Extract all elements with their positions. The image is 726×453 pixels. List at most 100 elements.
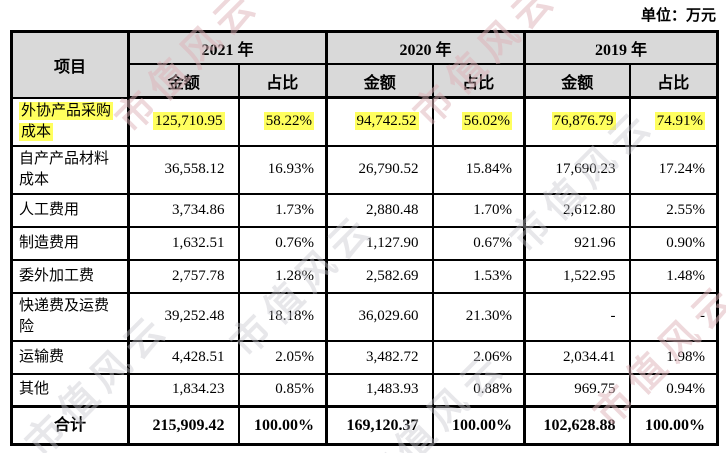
table-row: 其他 1,834.23 0.85% 1,483.93 0.88% 969.75 0.94%	[10, 372, 719, 408]
cell-value: 2.05%	[275, 348, 315, 365]
cell-value: 15.84%	[465, 161, 513, 177]
table-row: 运输费 4,428.51 2.05% 3,482.72 2.06% 2,034.41 1.9…	[10, 339, 719, 375]
cell-value: 1.73%	[275, 201, 315, 218]
amount-cell: 2,880.48	[325, 192, 434, 228]
cell-value: 1.98%	[666, 348, 706, 365]
row-label: 人工费用	[10, 192, 130, 228]
cell-value: 100.00%	[645, 416, 706, 434]
row-label: 运输费	[10, 339, 130, 375]
cell-value: 215,909.42	[152, 416, 225, 434]
ratio-cell: 1.28%	[237, 258, 328, 294]
cell-value: 人工费用	[19, 201, 80, 218]
ratio-cell: 2.55%	[628, 192, 719, 228]
amount-cell: 1,632.51	[127, 225, 240, 261]
row-label: 外协产品采购成本	[10, 96, 130, 147]
ratio-cell: 18.18%	[237, 291, 328, 342]
cell-value: 2,612.80	[563, 201, 616, 218]
table-row: 委外加工费 2,757.78 1.28% 2,582.69 1.53% 1,522.95 1…	[10, 258, 719, 294]
cell-value: 2,880.48	[366, 201, 419, 218]
cell-value: 1,632.51	[172, 234, 225, 251]
table-row: 人工费用 3,734.86 1.73% 2,880.48 1.70% 2,612.80 2.…	[10, 192, 719, 228]
ratio-cell: 1.48%	[628, 258, 719, 294]
cell-value: 2,757.78	[172, 267, 225, 284]
total-ratio-cell: 100.00%	[237, 405, 328, 446]
cell-value: 快递费及运费险	[19, 297, 110, 335]
cell-value: 1,127.90	[366, 234, 419, 251]
column-header-ratio-2020: 占比	[431, 63, 526, 99]
amount-cell: 36,558.12	[127, 144, 240, 195]
table-row: 制造费用 1,632.51 0.76% 1,127.90 0.67% 921.96 0.90…	[10, 225, 719, 261]
cell-value: 58.22%	[263, 112, 315, 131]
ratio-cell: 0.90%	[628, 225, 719, 261]
total-row: 合计 215,909.42 100.00% 169,120.37 100.00% 102,…	[10, 405, 719, 446]
cell-value: 合计	[53, 417, 86, 434]
row-label: 其他	[10, 372, 130, 408]
amount-cell: 3,734.86	[127, 192, 240, 228]
table-row: 外协产品采购成本 125,710.95 58.22% 94,742.52 56.02% 7…	[10, 96, 719, 147]
amount-cell: 921.96	[523, 225, 631, 261]
amount-cell: 1,834.23	[127, 372, 240, 408]
amount-cell: 2,757.78	[127, 258, 240, 294]
ratio-cell: 2.06%	[431, 339, 526, 375]
cell-value: 17.24%	[658, 161, 706, 177]
cell-value: 1,834.23	[172, 381, 225, 398]
cell-value: 外协产品采购成本	[19, 101, 114, 141]
cell-value: 1.28%	[275, 267, 315, 284]
total-ratio-cell: 100.00%	[431, 405, 526, 446]
cell-value: 2,582.69	[366, 267, 419, 284]
ratio-cell: -	[628, 291, 719, 342]
cell-value: 4,428.51	[172, 348, 225, 365]
ratio-cell: 74.91%	[628, 96, 719, 147]
cell-value: 16.93%	[267, 161, 315, 177]
amount-cell: 26,790.52	[325, 144, 434, 195]
cell-value: 21.30%	[465, 308, 513, 324]
amount-cell: 2,034.41	[523, 339, 631, 375]
column-header-year-2020: 2020 年	[325, 30, 526, 65]
amount-cell: -	[523, 291, 631, 342]
amount-cell: 969.75	[523, 372, 631, 408]
ratio-cell: 56.02%	[431, 96, 526, 147]
total-amount-cell: 215,909.42	[127, 405, 240, 446]
column-header-amount-2021: 金额	[127, 63, 240, 99]
cell-value: 0.85%	[275, 381, 315, 398]
cell-value: 94,742.52	[354, 112, 419, 131]
column-header-amount-2019: 金额	[523, 63, 631, 99]
cell-value: 36,558.12	[164, 161, 225, 177]
cell-value: 26,790.52	[358, 161, 419, 177]
amount-cell: 4,428.51	[127, 339, 240, 375]
cell-value: 0.76%	[275, 234, 315, 251]
amount-cell: 76,876.79	[523, 96, 631, 147]
amount-cell: 39,252.48	[127, 291, 240, 342]
row-label: 快递费及运费险	[10, 291, 130, 342]
column-header-ratio-2019: 占比	[628, 63, 719, 99]
ratio-cell: 2.05%	[237, 339, 328, 375]
cell-value: 1.48%	[666, 267, 706, 284]
cell-value: 3,734.86	[172, 201, 225, 218]
ratio-cell: 1.53%	[431, 258, 526, 294]
header-row-measures: 金额 占比 金额 占比 金额 占比	[12, 63, 719, 99]
amount-cell: 17,690.23	[523, 144, 631, 195]
ratio-cell: 17.24%	[628, 144, 719, 195]
cell-value: 1,522.95	[563, 267, 616, 284]
ratio-cell: 0.67%	[431, 225, 526, 261]
cell-value: 102,628.88	[543, 416, 616, 434]
amount-cell: 1,483.93	[325, 372, 434, 408]
cell-value: 100.00%	[254, 416, 315, 434]
amount-cell: 94,742.52	[325, 96, 434, 147]
table-row: 快递费及运费险 39,252.48 18.18% 36,029.60 21.30% - -	[10, 291, 719, 342]
unit-label: 单位：万元	[640, 8, 716, 24]
ratio-cell: 0.85%	[237, 372, 328, 408]
cell-value: 39,252.48	[164, 308, 225, 324]
cell-value: 2.55%	[666, 201, 706, 218]
cell-value: -	[610, 308, 616, 324]
cell-value: 1.70%	[473, 201, 513, 218]
row-label: 制造费用	[10, 225, 130, 261]
ratio-cell: 15.84%	[431, 144, 526, 195]
cell-value: 18.18%	[267, 308, 315, 324]
cell-value: 169,120.37	[346, 416, 419, 434]
ratio-cell: 0.88%	[431, 372, 526, 408]
row-label: 自产产品材料成本	[10, 144, 130, 195]
cell-value: 2.06%	[473, 348, 513, 365]
ratio-cell: 21.30%	[431, 291, 526, 342]
total-ratio-cell: 100.00%	[628, 405, 719, 446]
